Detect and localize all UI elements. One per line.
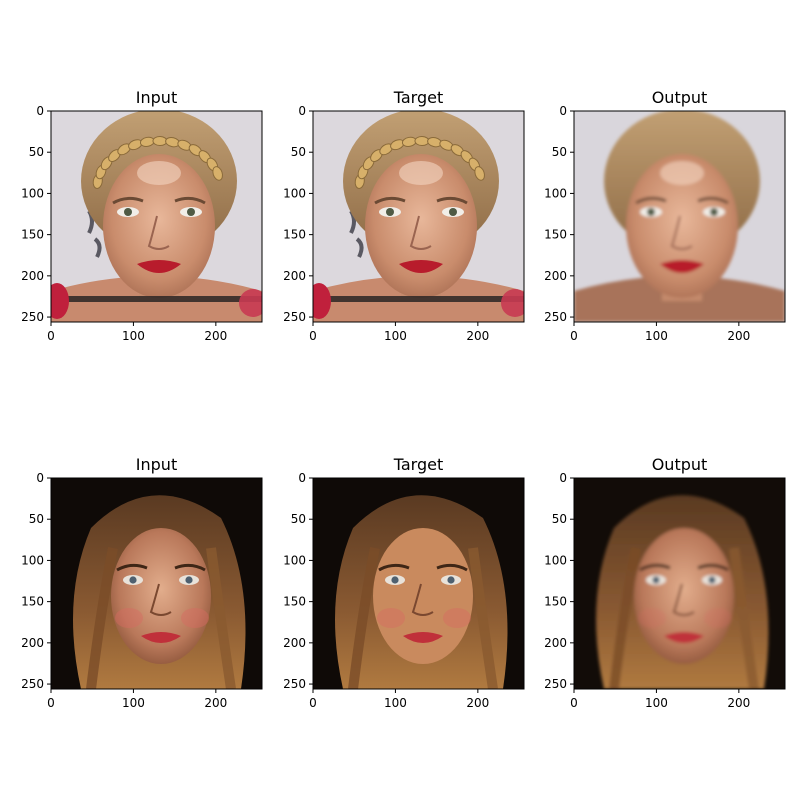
y-tick-label: 250: [283, 677, 306, 691]
face-image: [313, 478, 524, 689]
x-tick-label: 200: [727, 329, 750, 343]
x-tick-label: 0: [309, 329, 317, 343]
y-tick-label: 100: [21, 186, 44, 200]
y-tick-label: 0: [36, 104, 44, 118]
x-tick-label: 100: [645, 329, 668, 343]
y-tick-label: 200: [21, 269, 44, 283]
x-tick-label: 200: [466, 696, 489, 710]
y-tick-label: 50: [552, 512, 567, 526]
panel-1-3: Output 0 100 200 0 50 100 150 200 250: [544, 88, 786, 343]
y-tick-label: 200: [544, 636, 567, 650]
x-tick-label: 0: [570, 329, 578, 343]
y-tick-label: 0: [36, 471, 44, 485]
x-tick-label: 0: [570, 696, 578, 710]
x-tick-label: 0: [47, 696, 55, 710]
y-tick-label: 200: [283, 636, 306, 650]
x-tick-label: 100: [645, 696, 668, 710]
panel-title: Input: [136, 455, 177, 474]
panel-title: Target: [393, 455, 444, 474]
panel-1-1: Input 0 100 200 0 50 100 150 200 250: [21, 88, 263, 343]
y-tick-label: 100: [544, 186, 567, 200]
panel-1-2: Target 0 100 200 0 50 100 150 200 250: [283, 88, 525, 343]
y-tick-label: 250: [544, 677, 567, 691]
y-tick-label: 150: [21, 228, 44, 242]
y-tick-label: 200: [21, 636, 44, 650]
face-image: [51, 111, 262, 322]
axes-frame: [312, 110, 525, 323]
panel-title: Target: [393, 88, 444, 107]
y-tick-label: 0: [559, 104, 567, 118]
x-tick-label: 100: [122, 329, 145, 343]
axes-frame: [312, 477, 525, 690]
y-tick-label: 150: [283, 228, 306, 242]
x-tick-label: 200: [727, 696, 750, 710]
x-tick-label: 200: [204, 329, 227, 343]
y-tick-label: 0: [298, 104, 306, 118]
face-image: [313, 111, 524, 322]
panel-title: Output: [652, 455, 708, 474]
y-tick-label: 50: [291, 145, 306, 159]
x-tick-label: 0: [309, 696, 317, 710]
face-image: [574, 111, 785, 322]
face-image: [51, 478, 262, 689]
y-tick-label: 0: [298, 471, 306, 485]
y-tick-label: 50: [291, 512, 306, 526]
x-tick-label: 200: [204, 696, 227, 710]
axes-frame: [573, 477, 786, 690]
y-tick-label: 150: [544, 228, 567, 242]
axes-frame: [573, 110, 786, 323]
panel-title: Input: [136, 88, 177, 107]
y-tick-label: 100: [283, 553, 306, 567]
y-tick-label: 50: [29, 512, 44, 526]
y-tick-label: 0: [559, 471, 567, 485]
panel-2-3: Output 0 100 200 0 50 100 150 200 250: [544, 455, 786, 710]
y-tick-label: 200: [283, 269, 306, 283]
y-tick-label: 100: [283, 186, 306, 200]
y-tick-label: 100: [544, 553, 567, 567]
x-tick-label: 100: [384, 696, 407, 710]
face-image: [574, 478, 785, 689]
y-tick-label: 250: [544, 310, 567, 324]
x-tick-label: 100: [384, 329, 407, 343]
panel-2-2: Target 0 100 200 0 50 100 150 200 250: [283, 455, 525, 710]
y-tick-label: 50: [552, 145, 567, 159]
axes-frame: [50, 477, 263, 690]
y-tick-label: 100: [21, 553, 44, 567]
y-tick-label: 250: [21, 310, 44, 324]
x-tick-label: 0: [47, 329, 55, 343]
panel-2-1: Input 0 100 200 0 50 100 150 200 250: [21, 455, 263, 710]
axes-frame: [50, 110, 263, 323]
y-tick-label: 150: [544, 595, 567, 609]
y-tick-label: 250: [283, 310, 306, 324]
y-tick-label: 200: [544, 269, 567, 283]
x-tick-label: 200: [466, 329, 489, 343]
y-tick-label: 50: [29, 145, 44, 159]
y-tick-label: 150: [21, 595, 44, 609]
y-tick-label: 250: [21, 677, 44, 691]
panel-title: Output: [652, 88, 708, 107]
y-tick-label: 150: [283, 595, 306, 609]
x-tick-label: 100: [122, 696, 145, 710]
